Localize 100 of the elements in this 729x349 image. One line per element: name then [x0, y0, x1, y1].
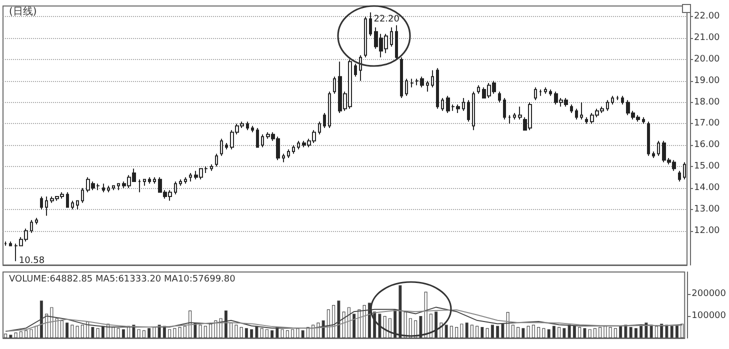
candlestick — [441, 98, 444, 112]
bar — [66, 322, 69, 338]
chart-title: VOLUME:64882.85 MA5:61333.20 MA10:57699.80 — [9, 274, 236, 284]
candlestick — [652, 151, 655, 158]
candlestick — [657, 140, 660, 156]
y-tick-label: 18.00 — [694, 97, 720, 108]
annotation: 10.58 — [18, 256, 45, 266]
candlestick — [369, 12, 372, 36]
candlestick — [35, 217, 38, 225]
bar — [562, 328, 566, 338]
bar — [142, 330, 146, 338]
candlestick — [323, 112, 326, 129]
bar — [522, 328, 525, 338]
bar — [429, 314, 432, 338]
candlestick — [71, 200, 74, 210]
y-tick-label: 20.00 — [694, 54, 720, 65]
candlestick — [642, 116, 645, 124]
candlestick — [611, 95, 614, 105]
bar — [614, 328, 617, 338]
bar — [173, 328, 176, 338]
candlestick — [179, 178, 182, 186]
bar — [137, 329, 140, 338]
candlestick — [431, 70, 434, 88]
bar — [532, 324, 535, 338]
bar — [240, 327, 243, 338]
candlestick — [364, 16, 367, 58]
candlestick — [215, 153, 218, 168]
chart-title: (日线) — [9, 6, 37, 18]
y-tick-label: 12.00 — [694, 226, 720, 236]
candlestick — [153, 176, 156, 184]
candlestick — [189, 172, 192, 182]
candlestick — [45, 196, 48, 216]
y-tick-label: 15.00 — [694, 162, 720, 172]
candlestick — [513, 112, 516, 120]
candlestick — [359, 54, 362, 82]
candlestick — [220, 138, 223, 156]
candlestick — [539, 88, 542, 96]
y-tick-label: 22.00 — [694, 12, 720, 22]
candlestick — [462, 98, 465, 112]
candlestick — [117, 183, 120, 191]
bar — [434, 312, 438, 338]
bar — [286, 330, 289, 338]
candlestick — [606, 100, 609, 112]
y-tick-label: 19.00 — [694, 76, 720, 86]
bar — [14, 332, 18, 338]
candlestick — [81, 187, 84, 204]
bar — [542, 328, 546, 338]
candlestick — [112, 185, 115, 191]
y-tick-label: 100000 — [692, 311, 726, 321]
candlestick — [292, 144, 295, 154]
candlestick — [225, 142, 228, 150]
y-tick-label: 200000 — [692, 289, 726, 299]
bar — [230, 322, 233, 338]
bar — [650, 324, 653, 338]
bar — [634, 328, 638, 338]
bar — [244, 328, 248, 338]
bar — [70, 324, 74, 338]
bar — [76, 326, 79, 338]
bar — [408, 318, 412, 338]
candlestick — [297, 140, 300, 150]
candlestick — [405, 78, 408, 96]
bar — [148, 328, 151, 338]
candlestick — [503, 98, 506, 120]
candlestick — [575, 108, 578, 120]
bar — [291, 329, 294, 338]
candlestick — [498, 91, 501, 103]
bar — [383, 316, 386, 338]
bar — [470, 324, 474, 338]
annotation: 22.20 — [374, 14, 400, 24]
candlestick — [400, 56, 403, 99]
bar — [450, 326, 453, 338]
candlestick — [318, 121, 321, 135]
y-tick-label: 21.00 — [694, 33, 720, 44]
candlestick — [40, 196, 43, 210]
bar — [588, 329, 592, 338]
candlestick — [549, 88, 552, 96]
candlestick — [148, 176, 151, 184]
candlestick — [287, 148, 290, 158]
candlestick — [143, 178, 146, 186]
bar — [4, 334, 8, 338]
bar — [378, 314, 382, 338]
bar — [516, 327, 520, 338]
bar — [465, 322, 468, 338]
candlestick — [410, 78, 414, 88]
bar — [234, 324, 238, 338]
bar — [486, 328, 489, 338]
candlestick — [678, 170, 681, 182]
bar — [19, 331, 22, 338]
bar — [204, 326, 207, 338]
candlestick — [256, 128, 259, 148]
candlestick — [210, 164, 213, 172]
candlestick — [580, 102, 583, 120]
bar — [9, 334, 12, 338]
bar — [419, 316, 422, 338]
bar — [496, 326, 500, 338]
bar — [30, 329, 33, 338]
candlestick — [426, 80, 429, 92]
bar — [414, 320, 418, 338]
candlestick — [246, 121, 249, 131]
candlestick — [570, 104, 573, 114]
